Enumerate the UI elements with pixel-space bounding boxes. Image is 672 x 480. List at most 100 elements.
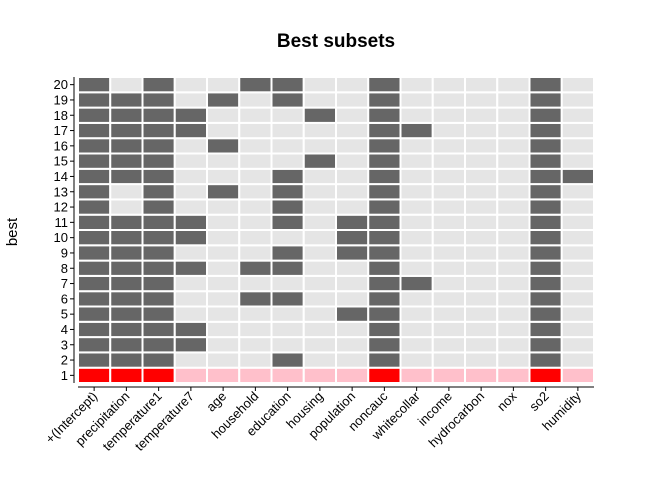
heatmap-cell: [270, 198, 305, 216]
heatmap-cell: [464, 336, 499, 354]
heatmap-cell: [173, 91, 208, 109]
heatmap-cell: [399, 229, 434, 247]
y-tick-label: 9: [61, 245, 68, 260]
heatmap-cell: [77, 91, 112, 109]
heatmap-cell: [238, 91, 273, 109]
y-tick-label: 17: [54, 123, 68, 138]
heatmap-cell: [496, 183, 531, 201]
heatmap-cell: [173, 76, 208, 94]
heatmap-cell: [206, 167, 241, 186]
heatmap-cell: [560, 366, 595, 385]
heatmap-cell: [560, 106, 595, 124]
heatmap-cell: [367, 152, 402, 170]
heatmap-cell: [141, 76, 176, 94]
heatmap-cell: [399, 213, 434, 231]
heatmap-cell: [77, 137, 112, 155]
heatmap-cell: [302, 229, 337, 247]
heatmap-cell: [109, 198, 144, 216]
heatmap-cell: [399, 198, 434, 216]
heatmap-cell: [431, 213, 466, 231]
heatmap-cell: [431, 152, 466, 170]
heatmap-cell: [335, 244, 370, 262]
heatmap-cell: [206, 121, 241, 140]
heatmap-cell: [560, 229, 595, 247]
heatmap-cell: [270, 213, 305, 231]
heatmap-cell: [109, 76, 144, 94]
heatmap-cell: [77, 351, 112, 369]
heatmap-cell: [206, 290, 241, 308]
heatmap-cell: [496, 259, 531, 277]
heatmap-cell: [270, 320, 305, 339]
heatmap-cell: [560, 305, 595, 323]
heatmap-cell: [238, 183, 273, 201]
heatmap-cell: [399, 305, 434, 323]
chart-title: Best subsets: [277, 31, 395, 52]
heatmap-cell: [367, 274, 402, 293]
heatmap-cell: [141, 290, 176, 308]
heatmap-cell: [302, 366, 337, 385]
heatmap-cell: [206, 366, 241, 385]
heatmap-cell: [367, 183, 402, 201]
y-tick-label: 12: [54, 200, 68, 215]
heatmap-cell: [399, 290, 434, 308]
heatmap-cell: [206, 320, 241, 339]
heatmap-cell: [141, 259, 176, 277]
heatmap-cell: [464, 137, 499, 155]
heatmap-cell: [367, 244, 402, 262]
heatmap-cell: [302, 213, 337, 231]
heatmap-cell: [528, 91, 563, 109]
heatmap-cell: [560, 198, 595, 216]
heatmap-cell: [496, 274, 531, 293]
heatmap-cell: [560, 91, 595, 109]
heatmap-cell: [335, 167, 370, 186]
heatmap-cell: [335, 152, 370, 170]
heatmap-cell: [206, 213, 241, 231]
heatmap-cell: [302, 167, 337, 186]
heatmap-cell: [109, 121, 144, 140]
heatmap-cell: [173, 366, 208, 385]
heatmap-cell: [270, 121, 305, 140]
heatmap-cell: [173, 305, 208, 323]
heatmap-cells: [77, 76, 595, 385]
heatmap-cell: [528, 137, 563, 155]
heatmap-cell: [431, 336, 466, 354]
heatmap-cell: [399, 366, 434, 385]
heatmap-cell: [173, 213, 208, 231]
heatmap-cell: [335, 274, 370, 293]
heatmap-cell: [560, 274, 595, 293]
heatmap-cell: [206, 137, 241, 155]
heatmap-cell: [238, 213, 273, 231]
heatmap-cell: [302, 351, 337, 369]
heatmap-cell: [335, 106, 370, 124]
heatmap-cell: [431, 259, 466, 277]
heatmap-cell: [302, 244, 337, 262]
heatmap-cell: [206, 183, 241, 201]
y-tick-label: 14: [54, 169, 68, 184]
heatmap-cell: [431, 290, 466, 308]
heatmap-cell: [270, 152, 305, 170]
heatmap-cell: [206, 198, 241, 216]
heatmap-cell: [173, 229, 208, 247]
heatmap-cell: [335, 121, 370, 140]
heatmap-cell: [77, 106, 112, 124]
heatmap-cell: [335, 305, 370, 323]
heatmap-cell: [206, 305, 241, 323]
heatmap-cell: [109, 351, 144, 369]
heatmap-cell: [141, 183, 176, 201]
heatmap-cell: [302, 91, 337, 109]
heatmap-cell: [270, 366, 305, 385]
heatmap-cell: [367, 137, 402, 155]
heatmap-cell: [335, 259, 370, 277]
heatmap-cell: [399, 183, 434, 201]
heatmap-cell: [496, 137, 531, 155]
heatmap-cell: [335, 290, 370, 308]
heatmap-cell: [399, 106, 434, 124]
heatmap-cell: [141, 106, 176, 124]
heatmap-cell: [77, 167, 112, 186]
y-tick-label: 2: [61, 353, 68, 368]
heatmap-cell: [367, 121, 402, 140]
heatmap-cell: [335, 320, 370, 339]
heatmap-cell: [528, 76, 563, 94]
heatmap-cell: [173, 351, 208, 369]
heatmap-cell: [431, 366, 466, 385]
